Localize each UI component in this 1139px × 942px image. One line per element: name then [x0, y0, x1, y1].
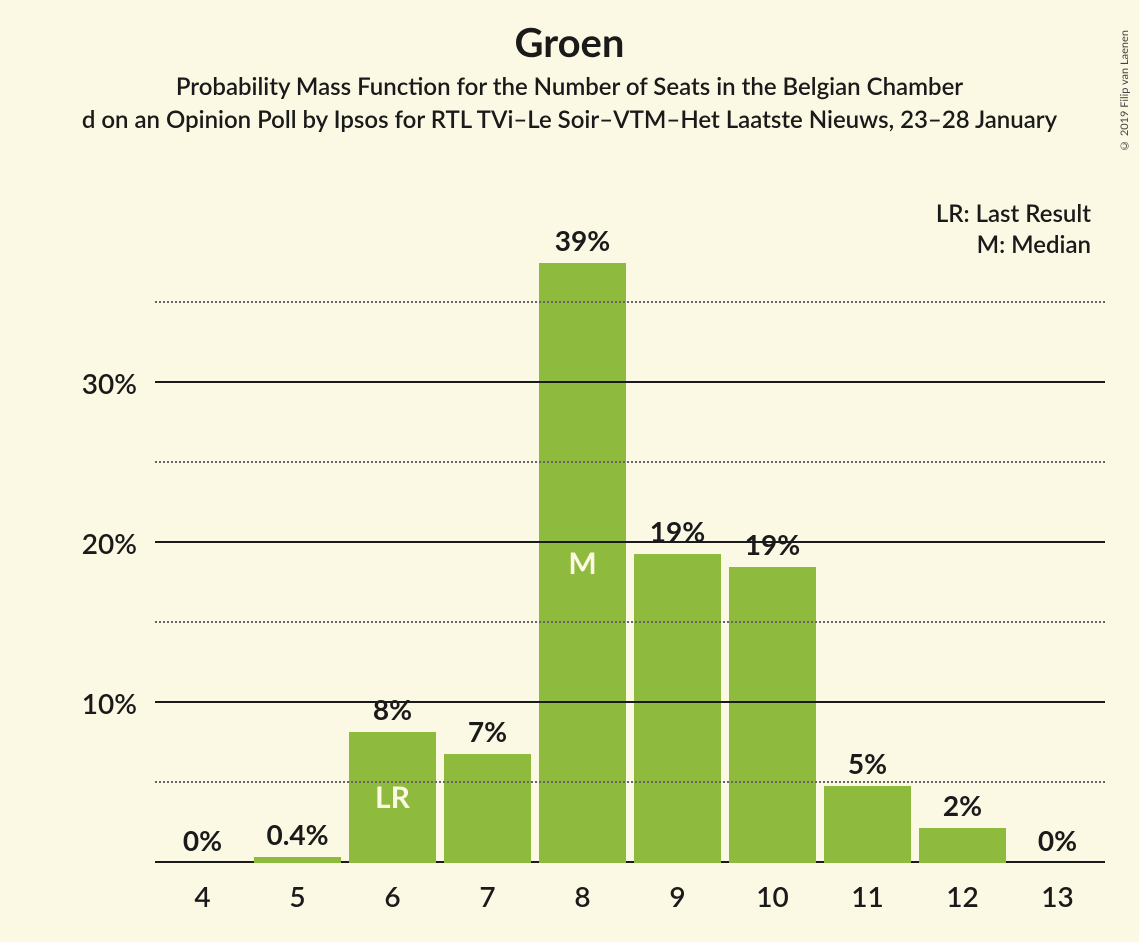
bar — [729, 567, 816, 863]
x-tick-label: 10 — [725, 879, 820, 913]
bar-slot: 2%12 — [915, 223, 1010, 863]
bar-slot: 19%9 — [630, 223, 725, 863]
bar-value-label: 7% — [468, 714, 507, 748]
bar: LR — [349, 732, 436, 863]
x-tick-label: 13 — [1010, 879, 1105, 913]
bar — [254, 857, 341, 863]
copyright-text: © 2019 Filip van Laenen — [1118, 30, 1131, 152]
bar — [444, 754, 531, 863]
grid-minor — [155, 301, 1105, 303]
grid-major: 20% — [155, 541, 1105, 543]
bar-value-label: 0% — [1038, 823, 1077, 857]
x-tick-label: 5 — [250, 879, 345, 913]
bar-value-label: 8% — [373, 692, 412, 726]
y-tick-label: 20% — [82, 526, 137, 560]
x-tick-label: 9 — [630, 879, 725, 913]
bar — [824, 786, 911, 863]
bar-slot: 39%M8 — [535, 223, 630, 863]
y-tick-label: 30% — [82, 366, 137, 400]
bar-slot: 0%4 — [155, 223, 250, 863]
chart-area: LR: Last Result M: Median 0%40.4%58%LR67… — [0, 193, 1139, 933]
bar — [634, 554, 721, 863]
x-tick-label: 4 — [155, 879, 250, 913]
grid-minor — [155, 461, 1105, 463]
bar-slot: 19%10 — [725, 223, 820, 863]
bar-slot: 7%7 — [440, 223, 535, 863]
bar-value-label: 0.4% — [266, 817, 328, 851]
bar-value-label: 39% — [555, 223, 610, 257]
grid-major: 30% — [155, 381, 1105, 383]
grid-minor — [155, 781, 1105, 783]
bar-slot: 8%LR6 — [345, 223, 440, 863]
bar-slot: 0.4%5 — [250, 223, 345, 863]
x-tick-label: 6 — [345, 879, 440, 913]
x-tick-label: 12 — [915, 879, 1010, 913]
bar: M — [539, 263, 626, 863]
bars-container: 0%40.4%58%LR67%739%M819%919%105%112%120%… — [155, 223, 1105, 863]
bar-value-label: 2% — [943, 788, 982, 822]
x-tick-label: 11 — [820, 879, 915, 913]
bar-inner-label: LR — [375, 779, 410, 815]
chart-subtitle-2: d on an Opinion Poll by Ipsos for RTL TV… — [0, 105, 1139, 134]
bar-value-label: 5% — [848, 746, 887, 780]
bar-slot: 0%13 — [1010, 223, 1105, 863]
bar-value-label: 0% — [183, 823, 222, 857]
chart-title: Groen — [0, 18, 1139, 66]
grid-major: 10% — [155, 701, 1105, 703]
bar — [919, 828, 1006, 863]
bar-value-label: 19% — [650, 514, 705, 548]
grid-minor — [155, 621, 1105, 623]
chart-subtitle: Probability Mass Function for the Number… — [0, 72, 1139, 101]
bar-inner-label: M — [568, 545, 596, 581]
x-tick-label: 7 — [440, 879, 535, 913]
plot-region: 0%40.4%58%LR67%739%M819%919%105%112%120%… — [155, 223, 1105, 863]
bar-slot: 5%11 — [820, 223, 915, 863]
y-tick-label: 10% — [82, 686, 137, 720]
x-tick-label: 8 — [535, 879, 630, 913]
bar-value-label: 19% — [745, 527, 800, 561]
